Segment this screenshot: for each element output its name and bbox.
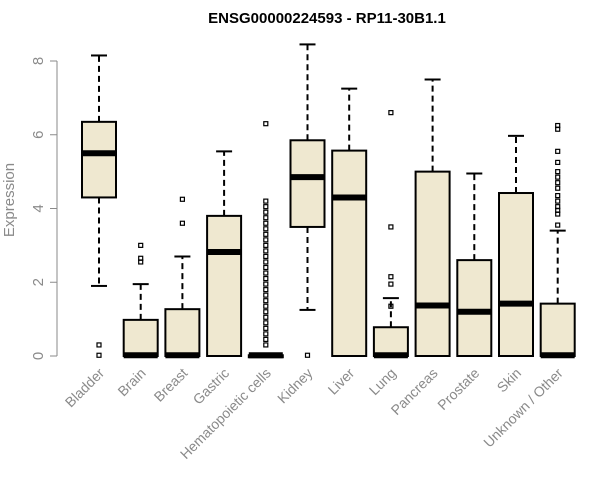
x-tick-label: Kidney: [274, 365, 316, 407]
y-tick-label: 6: [30, 131, 47, 139]
box-iqr: [331, 149, 368, 357]
x-tick-label: Bladder: [62, 365, 108, 411]
outlier-point: [263, 275, 269, 282]
outlier-point: [263, 237, 269, 243]
outlier-point: [388, 110, 394, 116]
box-group: [81, 54, 117, 358]
outlier-point: [263, 292, 269, 298]
y-tick-label: 8: [30, 57, 47, 65]
outlier-point: [263, 259, 269, 265]
outlier-point: [263, 303, 269, 309]
box-iqr: [372, 326, 409, 357]
outlier-point: [263, 287, 269, 293]
y-tick-label: 2: [30, 278, 47, 286]
box-group: [498, 134, 534, 357]
outlier-point: [138, 242, 144, 248]
x-tick-label: Lung: [366, 365, 399, 398]
outlier-point: [555, 222, 561, 228]
y-tick-label: 4: [30, 204, 47, 212]
outlier-point: [263, 336, 269, 343]
x-tick-label: Brain: [114, 365, 148, 399]
outlier-point: [555, 148, 561, 154]
outlier-point: [263, 226, 269, 232]
outlier-point: [263, 309, 269, 315]
box-group: [331, 87, 368, 357]
box-group: [372, 110, 409, 359]
outlier-point: [555, 169, 561, 175]
x-tick-label: Skin: [494, 365, 525, 396]
box-iqr: [289, 139, 326, 228]
outlier-point: [555, 198, 561, 204]
box-iqr: [414, 170, 451, 357]
outlier-point: [263, 264, 269, 271]
outlier-point: [555, 159, 561, 166]
box-iqr: [81, 120, 117, 199]
box-group: [247, 121, 284, 359]
outlier-point: [179, 196, 185, 202]
outlier-point: [263, 204, 269, 210]
box-group: [456, 172, 493, 357]
outlier-point: [263, 331, 269, 337]
box-group: [122, 242, 159, 359]
outlier-point: [304, 352, 311, 358]
box-iqr: [539, 302, 576, 358]
outlier-point: [96, 352, 102, 358]
outlier-point: [263, 253, 269, 260]
outlier-point: [263, 325, 269, 331]
outlier-point: [263, 220, 269, 226]
outlier-point: [263, 248, 269, 254]
outlier-point: [263, 215, 269, 221]
outlier-point: [388, 274, 394, 280]
box-group: [206, 150, 243, 357]
y-tick-label: 0: [30, 352, 47, 360]
box-group: [414, 78, 451, 357]
outlier-point: [263, 314, 269, 320]
outlier-point: [263, 342, 269, 348]
chart-title: ENSG00000224593 - RP11-30B1.1: [208, 10, 446, 27]
outlier-point: [555, 174, 561, 180]
outlier-point: [263, 209, 269, 215]
outlier-point: [263, 121, 269, 127]
outlier-point: [388, 281, 394, 287]
outlier-point: [263, 298, 269, 304]
box-iqr: [206, 214, 243, 357]
outlier-point: [263, 242, 269, 248]
box-iqr: [122, 318, 159, 357]
y-axis: 0 2 4 6 8: [30, 57, 58, 360]
outlier-point: [263, 231, 269, 237]
x-tick-label: Unknown / Other: [480, 365, 566, 451]
box-iqr: [498, 192, 534, 357]
y-axis-label: Expression: [1, 163, 18, 237]
box-group: [289, 43, 326, 358]
outlier-point: [555, 180, 561, 186]
outlier-point: [555, 211, 561, 217]
outlier-point: [96, 342, 102, 348]
outlier-point: [555, 192, 561, 199]
box-iqr: [164, 308, 201, 358]
outlier-point: [388, 303, 394, 309]
outlier-point: [263, 270, 269, 276]
box-iqr: [456, 259, 493, 357]
outlier-point: [263, 198, 269, 204]
x-tick-label: Prostate: [434, 365, 482, 413]
box-group: [539, 122, 576, 359]
outlier-point: [179, 220, 185, 226]
outlier-point: [263, 281, 269, 287]
outlier-point: [555, 126, 561, 132]
x-tick-label: Breast: [151, 365, 191, 405]
outlier-point: [138, 259, 144, 265]
box-group: [164, 196, 201, 359]
outlier-point: [555, 185, 561, 191]
boxes: [81, 43, 576, 359]
x-tick-label: Liver: [325, 365, 358, 398]
outlier-point: [388, 224, 394, 230]
outlier-point: [263, 320, 269, 326]
